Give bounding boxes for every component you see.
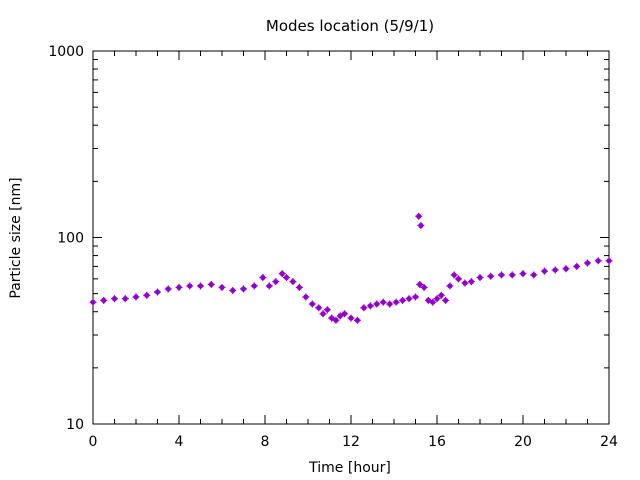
data-point: [498, 271, 505, 279]
data-point: [323, 306, 331, 314]
data-point: [455, 275, 462, 283]
data-point: [584, 259, 591, 267]
data-point: [143, 291, 151, 299]
data-point: [461, 279, 469, 287]
data-point: [487, 272, 495, 280]
data-point: [347, 314, 355, 322]
x-tick-label: 8: [261, 434, 270, 450]
data-point: [530, 271, 538, 279]
data-point: [508, 271, 516, 279]
data-point: [405, 295, 413, 303]
data-point: [278, 270, 286, 278]
data-point: [392, 298, 400, 306]
x-axis-label: Time [hour]: [308, 460, 391, 476]
data-point: [429, 298, 437, 306]
data-point: [302, 293, 310, 301]
data-point: [379, 298, 387, 306]
y-axis-label: Particle size [nm]: [8, 177, 24, 298]
data-point: [132, 293, 140, 301]
data-point: [283, 274, 290, 282]
data-point: [319, 310, 327, 318]
data-point: [207, 280, 215, 288]
data-point: [336, 312, 344, 320]
x-tick-label: 24: [600, 434, 618, 450]
data-point: [218, 283, 226, 291]
data-point: [416, 280, 424, 288]
chart-title: Modes location (5/9/1): [266, 17, 434, 35]
data-point: [551, 266, 559, 274]
data-point: [433, 295, 441, 303]
data-point: [240, 285, 247, 293]
data-point: [450, 271, 458, 279]
data-point: [197, 282, 204, 290]
data-point: [341, 310, 349, 318]
data-point: [437, 291, 445, 299]
data-point: [265, 282, 273, 290]
data-point: [186, 282, 194, 290]
data-point: [328, 314, 336, 322]
data-point: [289, 278, 297, 286]
data-points: [89, 212, 613, 324]
data-point: [360, 304, 368, 312]
data-point: [272, 278, 280, 286]
data-point: [446, 282, 454, 290]
y-tick-label: 100: [57, 231, 84, 247]
data-point: [562, 265, 570, 273]
data-point: [259, 274, 267, 282]
data-point: [121, 295, 129, 303]
data-point: [573, 262, 581, 270]
data-point: [415, 212, 423, 220]
x-axis: 0 4 8 12 16 20 24: [89, 51, 618, 450]
data-point: [399, 296, 407, 304]
data-point: [386, 300, 394, 308]
data-point: [366, 302, 374, 310]
data-point: [111, 295, 118, 303]
y-tick-label: 10: [66, 417, 84, 433]
x-tick-label: 0: [89, 434, 98, 450]
y-axis: 10 100 1000: [48, 44, 609, 433]
data-point: [417, 221, 425, 229]
data-point: [164, 285, 172, 293]
data-point: [476, 274, 484, 282]
x-tick-label: 16: [428, 434, 446, 450]
data-point: [442, 296, 450, 304]
data-point: [100, 296, 108, 304]
data-point: [332, 316, 340, 324]
data-point: [353, 316, 361, 324]
data-point: [605, 257, 613, 265]
data-point: [89, 298, 97, 306]
data-point: [175, 283, 183, 291]
data-point: [420, 283, 428, 291]
x-tick-label: 4: [175, 434, 184, 450]
data-point: [229, 286, 237, 294]
data-point: [154, 288, 161, 296]
y-tick-label: 1000: [48, 44, 84, 60]
data-point: [250, 282, 258, 290]
data-point: [315, 304, 323, 312]
data-point: [519, 270, 527, 278]
data-point: [295, 283, 303, 291]
data-point: [412, 293, 419, 301]
data-point: [467, 278, 475, 286]
data-point: [373, 300, 381, 308]
data-point: [594, 257, 602, 265]
x-tick-label: 12: [342, 434, 360, 450]
plot-area: [92, 50, 610, 425]
data-point: [308, 300, 316, 308]
data-point: [541, 267, 548, 275]
x-tick-label: 20: [514, 434, 532, 450]
